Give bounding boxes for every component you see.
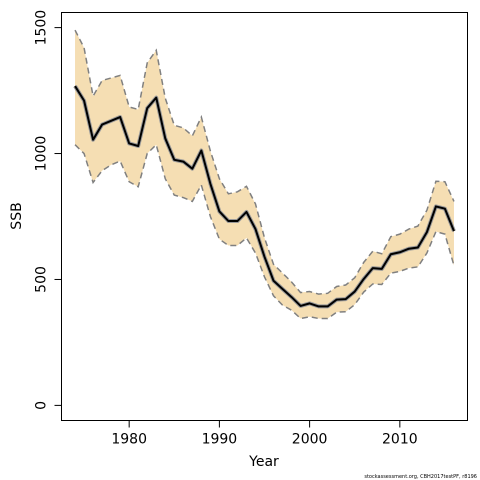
upper-bound-line: [74, 29, 455, 295]
credit-text: stockassessment.org, CBH2017testPF, r819…: [364, 474, 477, 480]
plot-frame: [61, 12, 468, 421]
y-tick-label-0: 0: [34, 401, 50, 410]
x-tick-label-2010: 2010: [382, 432, 418, 448]
y-axis: 0 500 1000 1500: [34, 10, 62, 410]
y-tick-label-1500: 1500: [34, 10, 50, 46]
x-tick-label-2000: 2000: [292, 432, 328, 448]
x-tick-label-1980: 1980: [111, 432, 147, 448]
y-axis-title: SSB: [9, 202, 25, 229]
x-tick-label-1990: 1990: [202, 432, 238, 448]
y-tick-label-500: 500: [34, 266, 50, 293]
plot-area: [73, 29, 456, 320]
lower-bound-line: [74, 143, 455, 320]
x-axis: 1980 1990 2000 2010: [111, 420, 418, 448]
x-axis-title: Year: [248, 454, 279, 470]
estimate-line: [74, 85, 455, 308]
y-tick-label-1000: 1000: [34, 136, 50, 172]
